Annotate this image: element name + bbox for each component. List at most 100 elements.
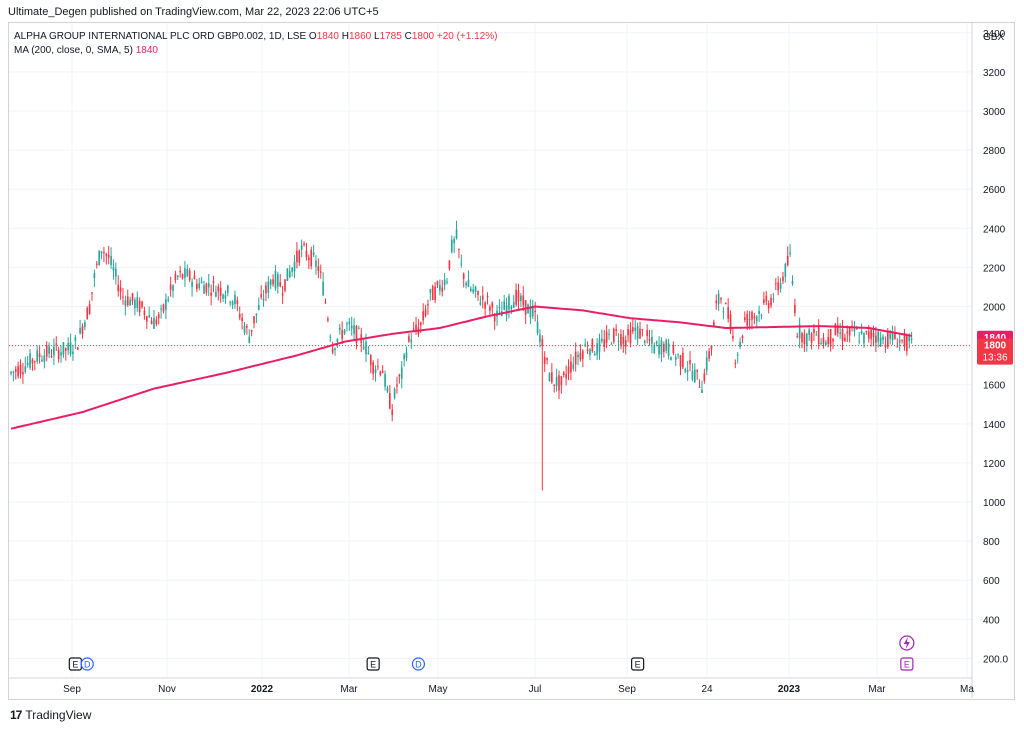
- candle-body: [10, 371, 12, 374]
- candle-body: [165, 299, 167, 310]
- y-tick-label: 400: [983, 615, 1000, 626]
- candle-body: [322, 281, 324, 295]
- y-tick-label: 1600: [983, 381, 1006, 392]
- candle-body: [615, 329, 618, 332]
- candle-body: [257, 304, 260, 310]
- candle-body: [172, 285, 174, 291]
- candle-body: [369, 355, 372, 366]
- candle-body: [288, 271, 291, 278]
- candle-body: [875, 335, 877, 343]
- candle-body: [629, 329, 632, 344]
- candle-body: [586, 349, 589, 352]
- candle-body: [341, 330, 344, 339]
- candle-body: [710, 345, 713, 350]
- candle-body: [107, 254, 110, 258]
- candle-body: [641, 329, 644, 331]
- candle-body: [715, 300, 718, 304]
- candle-body: [50, 356, 53, 358]
- candle-body: [112, 267, 115, 271]
- candle-body: [472, 289, 475, 293]
- candle-body: [181, 274, 184, 279]
- candle-body: [379, 371, 382, 375]
- candle-body: [577, 354, 579, 358]
- candle-body: [736, 354, 739, 356]
- candle-body: [422, 311, 425, 321]
- candle-body: [29, 353, 31, 368]
- candle-body: [636, 326, 639, 339]
- candle-body: [562, 372, 565, 376]
- candle-body: [262, 298, 265, 301]
- candle-body: [219, 287, 222, 296]
- candle-body: [906, 336, 908, 352]
- candle-body: [798, 324, 801, 339]
- candle-body: [324, 302, 327, 304]
- candle-body: [601, 338, 603, 342]
- event-letter: E: [904, 660, 910, 670]
- candle-body: [763, 299, 765, 303]
- candle-body: [774, 283, 777, 285]
- candle-body: [38, 353, 41, 358]
- brand-name: TradingView: [25, 708, 92, 722]
- candle-body: [801, 333, 803, 343]
- candle-body: [682, 353, 684, 368]
- candle-body: [867, 331, 870, 339]
- candle-body: [484, 302, 486, 309]
- candle-body: [655, 341, 658, 344]
- candle-body: [467, 279, 470, 287]
- event-letter: E: [370, 660, 376, 670]
- candle-body: [779, 283, 782, 289]
- candle-body: [205, 283, 208, 293]
- candle-body: [412, 328, 415, 330]
- candle-body: [705, 357, 708, 371]
- tradingview-logo-icon: 17: [10, 708, 22, 722]
- candle-body: [136, 297, 139, 308]
- candle-body: [224, 295, 227, 299]
- candle-body: [755, 316, 758, 322]
- candle-body: [658, 344, 660, 355]
- candle-body: [553, 384, 556, 386]
- candle-body: [279, 282, 282, 287]
- candle-body: [689, 360, 691, 365]
- candle-body: [903, 332, 906, 347]
- candle-body: [477, 290, 479, 295]
- candle-body: [296, 250, 298, 263]
- y-tick-label: 2800: [983, 146, 1006, 157]
- y-tick-label: 2200: [983, 263, 1006, 274]
- candle-body: [908, 336, 911, 342]
- candle-body: [693, 369, 696, 382]
- candle-body: [117, 284, 120, 292]
- candle-body: [841, 329, 844, 341]
- candle-body: [434, 286, 436, 301]
- countdown-text: 13:36: [982, 353, 1007, 364]
- candle-body: [772, 298, 775, 300]
- chart-frame: [8, 22, 1015, 700]
- candle-body: [410, 339, 413, 343]
- close-value: 1800: [411, 31, 435, 42]
- candle-body: [55, 343, 58, 345]
- candle-body: [632, 327, 634, 332]
- candle-body: [522, 295, 525, 306]
- candle-body: [691, 371, 694, 380]
- candle-body: [110, 255, 112, 265]
- candle-body: [331, 348, 334, 353]
- candle-body: [274, 271, 277, 289]
- candle-body: [119, 287, 122, 293]
- candle-body: [555, 376, 558, 387]
- candle-body: [358, 328, 360, 330]
- candle-body: [234, 295, 236, 304]
- candle-body: [19, 364, 22, 374]
- candle-body: [193, 275, 196, 280]
- x-tick-label: Sep: [618, 684, 636, 695]
- candle-body: [596, 343, 598, 356]
- candle-body: [353, 325, 355, 334]
- candle-body: [551, 372, 553, 383]
- candle-body: [486, 296, 489, 298]
- candle-body: [720, 298, 722, 300]
- candle-body: [267, 281, 270, 293]
- candle-body: [200, 281, 203, 283]
- candle-body: [155, 319, 158, 325]
- candle-body: [160, 308, 162, 310]
